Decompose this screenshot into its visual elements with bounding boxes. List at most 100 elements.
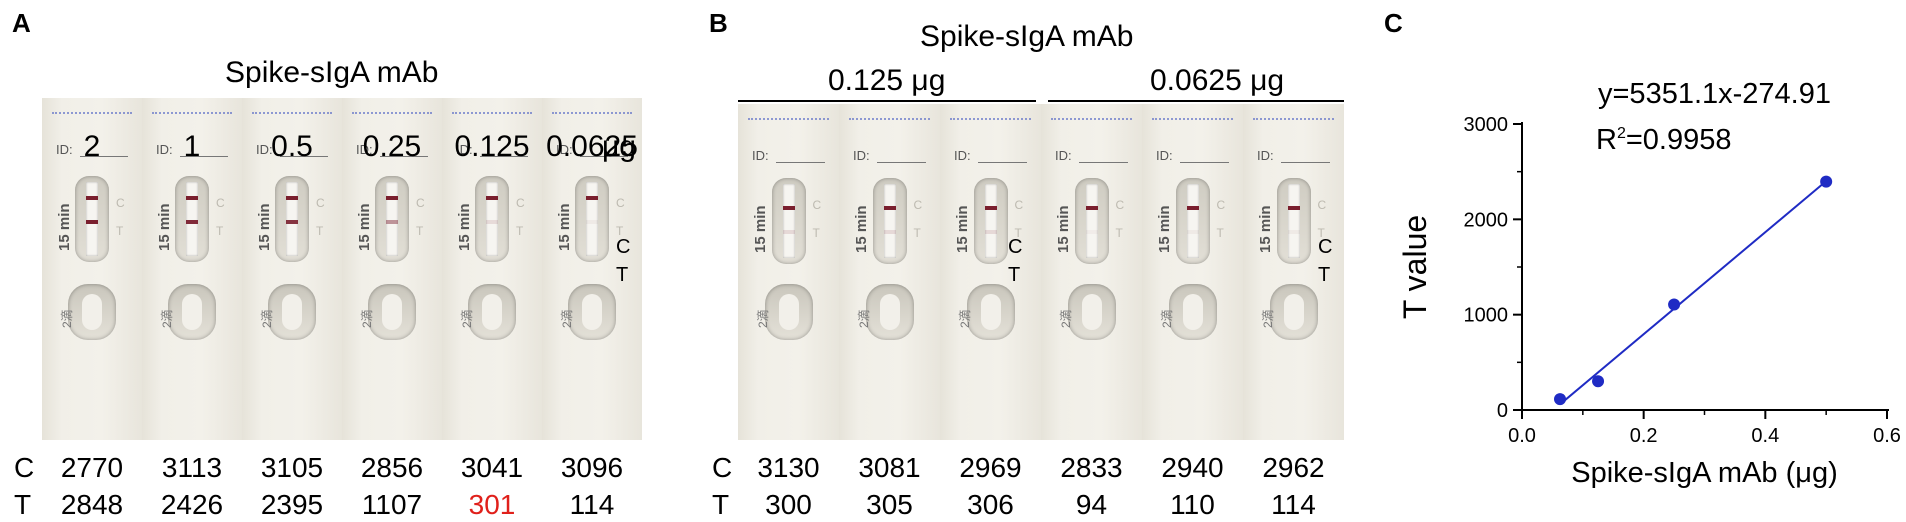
strip-drop-label: 2滴	[958, 309, 972, 328]
result-window	[1175, 178, 1210, 264]
sample-well	[368, 284, 416, 340]
result-window	[175, 176, 209, 262]
membrane-pad	[1186, 184, 1199, 258]
strip-t-print: T	[812, 226, 820, 240]
strip-time-label: 15 min	[752, 205, 769, 253]
test-strip: ID: 15 min C T 2滴	[442, 98, 544, 440]
sample-well	[764, 284, 813, 340]
test-band	[1085, 206, 1098, 210]
result-window	[75, 176, 109, 262]
handwritten-label	[52, 102, 132, 114]
t-value: 2426	[160, 489, 224, 520]
r-squared-prefix: R	[1596, 124, 1617, 156]
test-strip: ID: 15 min C T 2滴	[42, 98, 144, 440]
t-value: 300	[765, 489, 812, 520]
strip-t-print: T	[216, 224, 224, 238]
test-band	[586, 220, 598, 224]
data-point	[1668, 298, 1681, 311]
handwritten-label	[849, 108, 930, 120]
sample-well-inner	[482, 294, 502, 330]
strip-id-line	[776, 162, 825, 163]
panel-a-t-marker: T	[616, 264, 629, 286]
strip-time-label: 15 min	[1055, 205, 1072, 253]
y-tick-label: 2000	[1464, 209, 1509, 231]
strip-id-label: ID:	[1257, 148, 1274, 163]
panel-b-group-2-c-marker: C	[1318, 236, 1333, 258]
strip-id-line	[380, 156, 428, 157]
strip-time-label: 15 min	[1156, 205, 1173, 253]
result-window	[375, 176, 409, 262]
concentration-label: 0.0625	[546, 130, 638, 163]
strip-t-print: T	[316, 224, 324, 238]
strip-c-print: C	[812, 198, 822, 212]
strip-id-line	[1281, 162, 1330, 163]
concentration-label: 0.125	[454, 130, 530, 163]
membrane-pad	[1085, 184, 1098, 258]
test-strip: ID: 15 min C T 2滴	[1041, 104, 1144, 440]
panel-b-group-2-label: 0.0625 μg	[1150, 64, 1285, 97]
strip-time-label: 15 min	[356, 203, 373, 251]
strip-t-print: T	[913, 226, 921, 240]
test-band	[486, 220, 498, 224]
handwritten-label	[1152, 108, 1233, 120]
panel-a-c-marker: C	[616, 236, 631, 258]
sample-well-inner	[182, 294, 202, 330]
strip-id-label: ID:	[556, 142, 573, 157]
strip-drop-label: 2滴	[1160, 309, 1174, 328]
data-point	[1820, 175, 1833, 188]
membrane-pad	[782, 184, 795, 258]
test-band	[186, 220, 198, 224]
handwritten-label	[950, 108, 1031, 120]
strip-c-print: C	[416, 196, 425, 210]
strip-id-label: ID:	[752, 148, 769, 163]
data-point	[1592, 375, 1605, 388]
strip-c-print: C	[1115, 198, 1125, 212]
strip-id-label: ID:	[256, 142, 273, 157]
t-value: 114	[1271, 489, 1316, 520]
strip-time-label: 15 min	[954, 205, 971, 253]
handwritten-label	[252, 102, 332, 114]
panel-a-t-row-label: T	[14, 489, 32, 520]
strip-c-print: C	[1014, 198, 1024, 212]
x-tick-label: 0.0	[1508, 425, 1536, 447]
sample-well-inner	[382, 294, 402, 330]
strip-drop-label: 2滴	[260, 309, 274, 328]
panel-b-test-strip-photo: ID: 15 min C T 2滴 ID: 15 min C T 2滴 ID: 15 min C T 2滴 I…	[738, 104, 1344, 440]
t-value: 301	[468, 489, 516, 520]
membrane-pad	[586, 182, 598, 256]
sample-well-inner	[879, 294, 900, 330]
strip-t-print: T	[516, 224, 524, 238]
handwritten-label	[452, 102, 532, 114]
c-value: 3130	[757, 452, 820, 483]
result-window	[973, 178, 1008, 264]
panel-b-group-1-c-marker: C	[1008, 236, 1023, 258]
sample-well	[966, 284, 1015, 340]
t-value: 110	[1170, 489, 1215, 520]
sample-well-inner	[1182, 294, 1203, 330]
strip-id-line	[978, 162, 1027, 163]
test-strip: ID: 15 min C T 2滴	[142, 98, 244, 440]
test-band	[1085, 230, 1098, 234]
panel-b-group-1-t-marker: T	[1008, 264, 1021, 286]
regression-line	[1559, 180, 1827, 406]
x-tick-label: 0.4	[1751, 425, 1779, 447]
concentration-label: 2	[83, 130, 101, 163]
strip-time-label: 15 min	[1257, 205, 1274, 253]
regression-equation: y=5351.1x-274.91	[1598, 78, 1831, 110]
panel-b-group-2-t-marker: T	[1318, 264, 1331, 286]
strip-time-label: 15 min	[56, 203, 73, 251]
result-window	[1074, 178, 1109, 264]
strip-t-print: T	[416, 224, 424, 238]
sample-well	[1168, 284, 1217, 340]
test-strip: ID: 15 min C T 2滴	[839, 104, 942, 440]
t-value: 305	[866, 489, 913, 520]
strip-id-label: ID:	[456, 142, 473, 157]
t-value: 306	[967, 489, 1014, 520]
c-value: 2770	[60, 452, 124, 483]
handwritten-label	[748, 108, 829, 120]
test-band	[1287, 230, 1300, 234]
membrane-pad	[1287, 184, 1300, 258]
strip-id-line	[280, 156, 328, 157]
strip-drop-label: 2滴	[857, 309, 871, 328]
sample-well-inner	[82, 294, 102, 330]
